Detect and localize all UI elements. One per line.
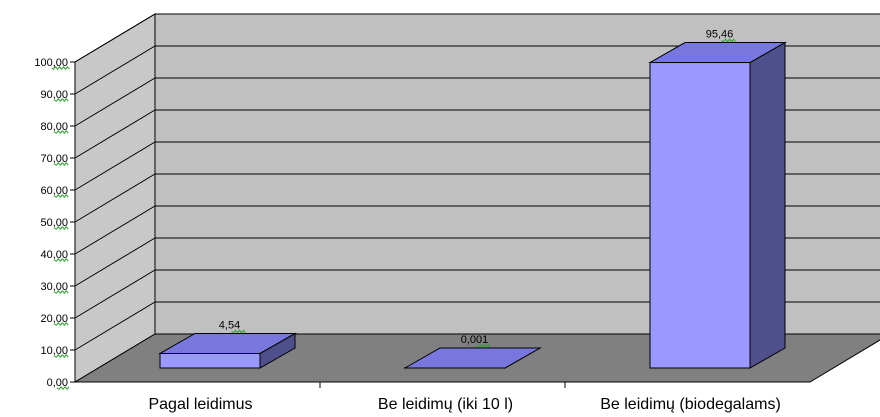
spellcheck-underline <box>54 130 69 134</box>
category-label: Be leidimų (iki 10 l) <box>378 396 513 413</box>
y-tick-label: 100,00 <box>34 57 68 69</box>
gridline <box>74 237 880 287</box>
spellcheck-underline <box>54 290 69 294</box>
spellcheck-underline <box>54 162 69 166</box>
data-label: 0,001 <box>461 334 489 346</box>
gridline <box>74 13 880 63</box>
bar-front <box>159 352 261 369</box>
gridline <box>74 109 880 159</box>
spellcheck-underline <box>54 258 69 262</box>
gridline <box>74 173 880 223</box>
bar-side <box>749 41 786 369</box>
data-label: 95,46 <box>706 29 734 41</box>
bar-front <box>649 62 751 369</box>
data-label: 4,54 <box>219 319 240 331</box>
y-tick-label: 10,00 <box>40 345 68 357</box>
bar-top <box>648 42 787 64</box>
bar-top <box>158 332 297 354</box>
y-tick-label: 80,00 <box>40 121 68 133</box>
spellcheck-underline <box>56 386 70 390</box>
y-tick-label: 50,00 <box>40 217 68 229</box>
y-tick-label: 60,00 <box>40 185 68 197</box>
spellcheck-underline <box>54 194 69 198</box>
y-tick-label: 0,00 <box>47 377 68 389</box>
y-tick-label: 90,00 <box>40 89 68 101</box>
bar <box>648 41 787 369</box>
gridline <box>74 77 880 127</box>
category-label: Be leidimų (biodegalams) <box>600 396 781 413</box>
gridline <box>74 45 880 95</box>
y-tick-label: 30,00 <box>40 281 68 293</box>
spellcheck-underline <box>54 322 69 326</box>
spellcheck-underline <box>54 226 69 230</box>
y-tick-label: 40,00 <box>40 249 68 261</box>
bar <box>158 332 297 369</box>
spellcheck-underline <box>51 66 70 70</box>
bar <box>403 347 542 369</box>
spellcheck-underline <box>231 329 246 334</box>
y-tick-label: 70,00 <box>40 153 68 165</box>
spellcheck-underline <box>476 344 491 348</box>
gridline <box>74 301 880 351</box>
bar-top <box>403 347 542 369</box>
gridline <box>74 205 880 255</box>
category-label: Pagal leidimus <box>148 396 252 413</box>
gridline <box>74 269 880 319</box>
spellcheck-underline <box>721 38 736 43</box>
gridline <box>74 141 880 191</box>
spellcheck-underline <box>54 98 69 102</box>
spellcheck-underline <box>54 354 69 358</box>
y-tick-label: 20,00 <box>40 313 68 325</box>
